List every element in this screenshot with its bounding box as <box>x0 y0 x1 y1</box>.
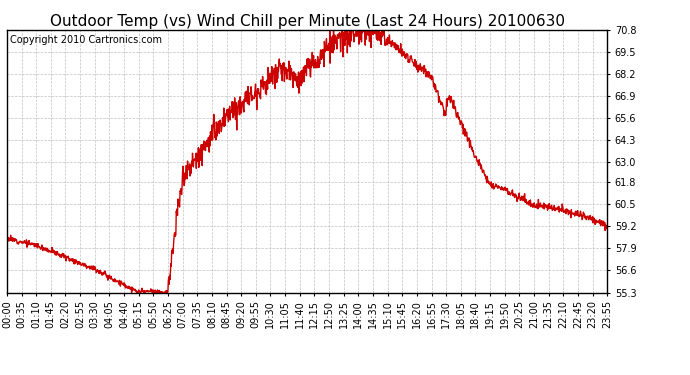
Title: Outdoor Temp (vs) Wind Chill per Minute (Last 24 Hours) 20100630: Outdoor Temp (vs) Wind Chill per Minute … <box>50 14 564 29</box>
Text: Copyright 2010 Cartronics.com: Copyright 2010 Cartronics.com <box>10 35 162 45</box>
